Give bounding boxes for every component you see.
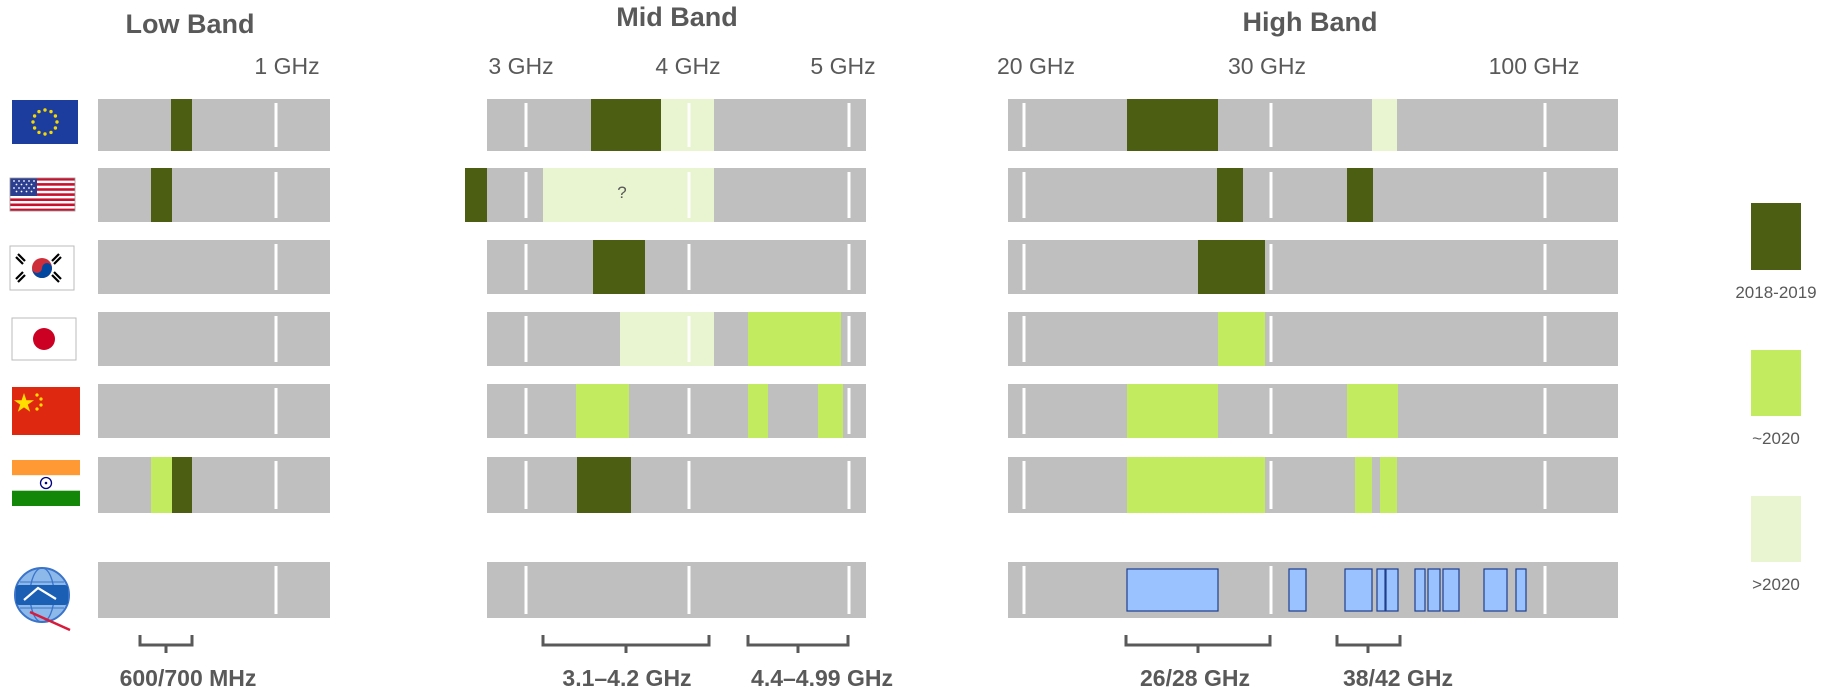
- brace-26-28ghz: [1124, 635, 1272, 653]
- kr-high-band-lane: [1008, 240, 1618, 294]
- range-label-38-42ghz: 38/42 GHz: [1343, 665, 1453, 691]
- brace-38-42ghz: [1335, 635, 1402, 653]
- eu-low-allocation-block: [171, 99, 192, 151]
- south-korea-flag-icon: [9, 245, 75, 291]
- in-high-allocation-block: [1380, 457, 1397, 513]
- cn-mid-allocation-block: [576, 384, 629, 438]
- allocation-blocks: [151, 99, 1547, 614]
- china-flag-icon: [12, 387, 80, 435]
- us-high-band-lane: [1008, 168, 1618, 222]
- jp-high-band-lane: [1008, 312, 1618, 366]
- in-mid-allocation-block: [577, 457, 631, 513]
- legend-swatch-after-2020: [1751, 496, 1801, 562]
- kr-low-band-lane: [98, 240, 330, 294]
- itu-mid-band-lane: [487, 562, 866, 618]
- in-mid-band-lane: [487, 457, 866, 513]
- cn-high-allocation-block: [1127, 384, 1218, 438]
- legend-swatch-2020: [1751, 350, 1801, 416]
- eu-flag-icon: [12, 100, 78, 144]
- high-tick-30ghz: 30 GHz: [1228, 53, 1306, 79]
- jp-mid-allocation-block: [748, 312, 841, 366]
- in-low-allocation-block: [151, 457, 172, 513]
- eu-high-allocation-block: [1127, 99, 1218, 151]
- itu-high-band-candidate-block: [1427, 568, 1441, 612]
- in-high-band-lane: [1008, 457, 1618, 513]
- us-low-allocation-block: [151, 168, 172, 222]
- in-low-allocation-block: [172, 457, 192, 513]
- itu-high-band-candidate-block: [1414, 568, 1426, 612]
- high-tick-20ghz: 20 GHz: [997, 53, 1075, 79]
- itu-high-band-candidate-block: [1515, 568, 1527, 612]
- frequency-lanes: [98, 99, 1618, 618]
- eu-high-band-lane: [1008, 99, 1618, 151]
- in-high-allocation-block: [1355, 457, 1372, 513]
- cn-mid-band-lane: [487, 384, 866, 438]
- legend-label-2020: ~2020: [1752, 429, 1800, 448]
- jp-mid-allocation-block: [620, 312, 714, 366]
- brace-600-700mhz: [138, 635, 194, 653]
- kr-high-allocation-block: [1198, 240, 1265, 294]
- low-band-title: Low Band: [126, 9, 255, 39]
- japan-flag-icon: [11, 317, 77, 361]
- itu-high-band-candidate-block: [1126, 568, 1219, 612]
- legend-label-2018-2019: 2018-2019: [1735, 283, 1816, 302]
- itu-logo-icon: [14, 567, 71, 632]
- cn-mid-allocation-block: [818, 384, 843, 438]
- itu-high-band-candidate-block: [1483, 568, 1508, 612]
- kr-mid-band-lane: [487, 240, 866, 294]
- range-label-600-700mhz: 600/700 MHz: [120, 665, 257, 691]
- us-mid-band-question-mark: ?: [617, 183, 626, 202]
- cn-high-allocation-block: [1347, 384, 1398, 438]
- itu-low-band-lane: [98, 562, 330, 618]
- itu-high-band-candidate-block: [1442, 568, 1460, 612]
- in-high-allocation-block: [1127, 457, 1265, 513]
- in-low-band-lane: [98, 457, 330, 513]
- india-flag-icon: [12, 460, 80, 506]
- legend-swatch-2018-2019: [1751, 203, 1801, 270]
- legend-label-after-2020: >2020: [1752, 575, 1800, 594]
- eu-mid-allocation-block: [591, 99, 661, 151]
- us-flag-icon: [9, 177, 76, 212]
- brace-3-1-4-2ghz: [541, 635, 711, 653]
- brace-4-4-4-99ghz: [746, 635, 850, 653]
- us-low-band-lane: [98, 168, 330, 222]
- jp-high-allocation-block: [1218, 312, 1265, 366]
- eu-high-allocation-block: [1372, 99, 1397, 151]
- us-mid-allocation-block: [543, 168, 714, 222]
- itu-high-band-candidate-block: [1344, 568, 1373, 612]
- mid-tick-4ghz: 4 GHz: [655, 53, 720, 79]
- us-mid-allocation-block: [465, 168, 487, 222]
- mid-band-title: Mid Band: [616, 2, 738, 32]
- mid-tick-3ghz: 3 GHz: [488, 53, 553, 79]
- eu-low-band-lane: [98, 99, 330, 151]
- range-label-3-1-4-2ghz: 3.1–4.2 GHz: [562, 665, 691, 691]
- cn-mid-allocation-block: [748, 384, 768, 438]
- mid-tick-5ghz: 5 GHz: [810, 53, 875, 79]
- kr-mid-allocation-block: [593, 240, 645, 294]
- low-tick-1ghz: 1 GHz: [254, 53, 319, 79]
- range-label-26-28ghz: 26/28 GHz: [1140, 665, 1250, 691]
- range-label-4-4-4-99ghz: 4.4–4.99 GHz: [751, 665, 893, 691]
- jp-low-band-lane: [98, 312, 330, 366]
- itu-high-band-candidate-block: [1376, 568, 1386, 612]
- us-high-allocation-block: [1347, 168, 1373, 222]
- itu-high-band-candidate-block: [1288, 568, 1307, 612]
- itu-high-band-candidate-block: [1385, 568, 1399, 612]
- us-high-allocation-block: [1217, 168, 1243, 222]
- high-band-title: High Band: [1243, 7, 1378, 37]
- cn-high-band-lane: [1008, 384, 1618, 438]
- cn-low-band-lane: [98, 384, 330, 438]
- high-tick-100ghz: 100 GHz: [1489, 53, 1580, 79]
